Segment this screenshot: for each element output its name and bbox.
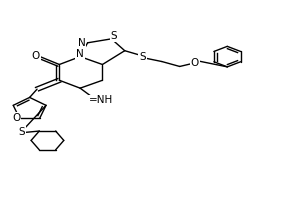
Text: N: N (76, 49, 84, 59)
Text: S: S (139, 52, 146, 62)
Text: S: S (18, 127, 25, 137)
Text: O: O (32, 51, 40, 61)
Text: O: O (12, 113, 21, 123)
Text: O: O (190, 58, 199, 68)
Text: S: S (110, 31, 117, 41)
Text: N: N (78, 38, 86, 48)
Text: =NH: =NH (89, 95, 113, 105)
